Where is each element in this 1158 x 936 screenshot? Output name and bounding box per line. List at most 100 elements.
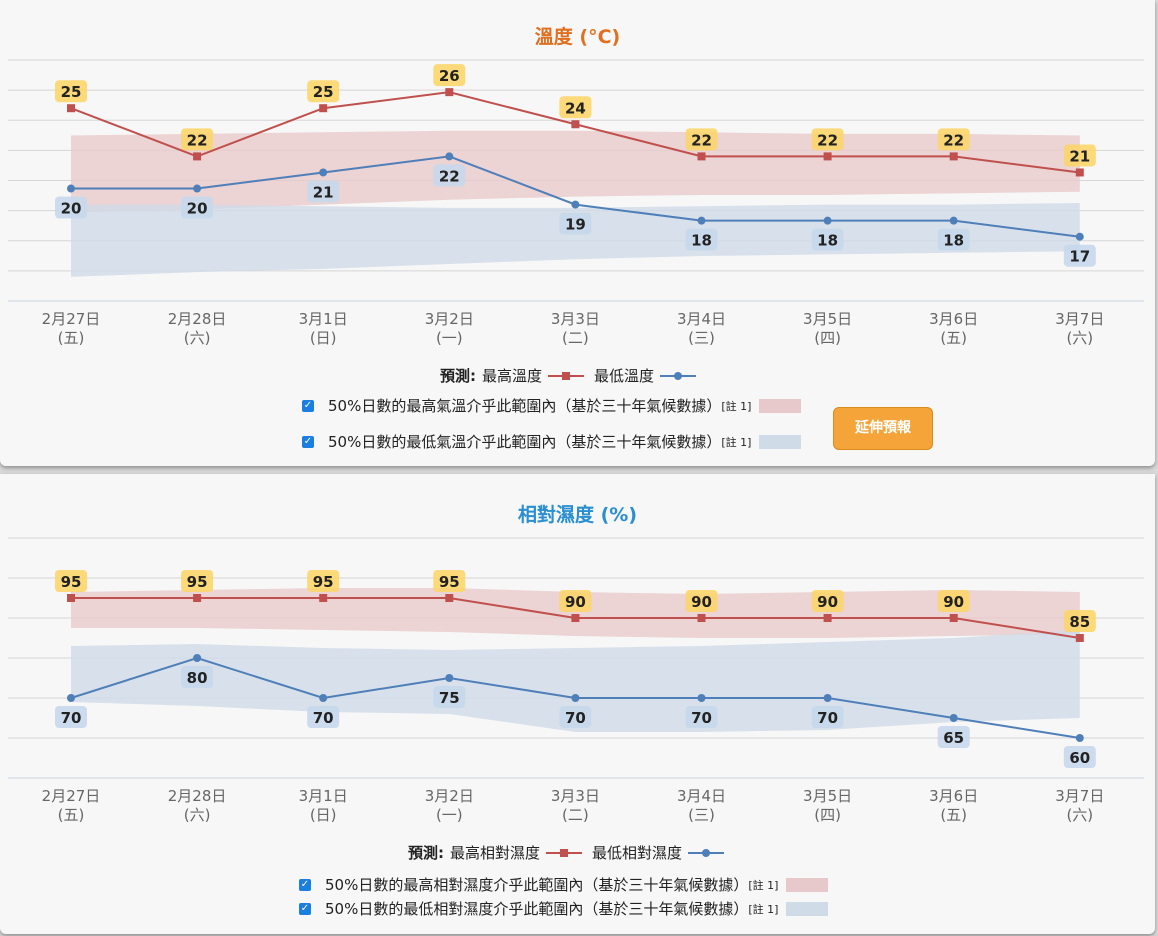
min-point: [67, 694, 75, 702]
min-label-bg: [181, 666, 214, 688]
max-point: [697, 152, 706, 161]
max-label-bg: [181, 128, 214, 151]
temperature-chart-title: 溫度 (°C): [534, 26, 621, 48]
max-point: [823, 152, 832, 161]
max-line-swatch-icon: [546, 848, 583, 857]
legend-forecast-label: 預測:: [440, 367, 476, 385]
min-data-label: 75: [439, 689, 460, 707]
checkbox-icon[interactable]: ✓: [302, 399, 314, 412]
max-data-label: 21: [1069, 147, 1090, 165]
x-tick-date: 3月1日: [299, 310, 348, 328]
min-label-bg: [181, 196, 214, 219]
min-point: [319, 694, 328, 702]
min-label-bg: [811, 706, 844, 728]
max-line-swatch-icon: [548, 371, 585, 380]
max-data-label: 95: [61, 573, 82, 591]
min-point: [949, 216, 958, 225]
x-tick-date: 3月3日: [551, 310, 600, 328]
legend-max-label: 最高相對濕度: [450, 844, 541, 862]
legend-min-label: 最低溫度: [594, 367, 655, 385]
min-point: [319, 168, 328, 177]
note-link[interactable]: [註 1]: [721, 399, 752, 413]
min-point: [823, 694, 832, 702]
min-point: [1075, 232, 1084, 241]
x-tick-date: 3月5日: [803, 310, 852, 328]
checkbox-icon[interactable]: ✓: [299, 902, 311, 915]
x-tick-date: 3月4日: [677, 310, 726, 328]
x-tick-weekday: (六): [184, 329, 211, 347]
x-tick-weekday: (六): [1066, 806, 1093, 824]
note-link[interactable]: [註 1]: [748, 902, 779, 916]
min-data-label: 19: [565, 216, 586, 234]
min-data-label: 70: [691, 709, 712, 727]
max-data-label: 90: [943, 593, 964, 611]
min-label-bg: [559, 706, 592, 728]
x-tick-weekday: (日): [310, 329, 337, 347]
note-link[interactable]: [註 1]: [721, 435, 752, 449]
x-tick-date: 3月6日: [929, 787, 978, 805]
min-point: [1075, 734, 1084, 742]
min-point: [697, 694, 706, 702]
humidity-chart: 95 95 95 95 90 90 90 90 85 70 80 70 75 70 70 70 65 60 2月27…: [8, 537, 1144, 824]
x-tick-weekday: (三): [688, 329, 715, 347]
band-max-toggle[interactable]: ✓ 50%日數的最高相對濕度介乎此範圍內（基於三十年氣候數據） [註 1]: [299, 874, 829, 895]
max-point: [67, 104, 75, 113]
max-point: [949, 614, 958, 622]
min-data-label: 65: [943, 729, 964, 747]
max-label-bg: [811, 128, 844, 151]
min-label-bg: [307, 180, 340, 203]
min-data-label: 21: [313, 183, 334, 201]
min-point: [67, 184, 75, 193]
temperature-chart: 25 22 25 26 24 22 22 22 21 20 20 21 22 19 18 18 18 17 2月27…: [8, 59, 1144, 347]
max-data-label: 95: [187, 573, 208, 591]
min-label-bg: [55, 706, 87, 728]
band-min-toggle[interactable]: ✓ 50%日數的最低相對濕度介乎此範圍內（基於三十年氣候數據） [註 1]: [299, 898, 829, 919]
min-point: [571, 694, 580, 702]
checkbox-icon[interactable]: ✓: [299, 878, 311, 891]
max-point: [823, 614, 832, 622]
x-tick-date: 2月27日: [42, 310, 101, 328]
note-link[interactable]: [註 1]: [748, 878, 779, 892]
band-max-area: [71, 130, 1080, 213]
min-point: [193, 654, 202, 662]
min-data-label: 60: [1069, 749, 1090, 767]
max-label-bg: [559, 590, 592, 612]
min-data-label: 20: [187, 200, 208, 218]
extended-forecast-button[interactable]: 延伸預報: [833, 407, 933, 450]
min-point: [949, 714, 958, 722]
max-data-label: 90: [817, 593, 838, 611]
band-min-toggle[interactable]: ✓ 50%日數的最低氣溫介乎此範圍內（基於三十年氣候數據） [註 1]: [302, 431, 802, 452]
min-label-bg: [433, 164, 466, 187]
max-data-label: 90: [691, 593, 712, 611]
min-point: [697, 216, 706, 225]
max-label-bg: [937, 128, 970, 151]
min-point: [445, 674, 454, 682]
min-data-label: 70: [61, 709, 82, 727]
x-tick-date: 3月2日: [425, 310, 474, 328]
x-tick-weekday: (六): [1066, 329, 1093, 347]
min-point: [445, 152, 454, 161]
min-line-swatch-icon: [660, 371, 697, 380]
min-label-bg: [685, 706, 718, 728]
max-point: [697, 614, 706, 622]
x-tick-date: 2月28日: [168, 310, 227, 328]
checkbox-icon[interactable]: ✓: [302, 435, 314, 448]
min-line-swatch-icon: [688, 848, 725, 857]
temperature-legend: 預測: 最高溫度 最低溫度: [440, 365, 706, 386]
min-label-bg: [685, 228, 718, 251]
min-data-label: 18: [817, 232, 838, 250]
max-data-label: 25: [313, 83, 334, 101]
max-label-bg: [937, 590, 970, 612]
legend-max-label: 最高溫度: [482, 367, 543, 385]
x-tick-weekday: (二): [562, 329, 589, 347]
max-label-bg: [55, 80, 87, 103]
x-tick-date: 3月6日: [929, 310, 978, 328]
x-tick-weekday: (五): [58, 329, 85, 347]
x-tick-date: 3月3日: [551, 787, 600, 805]
band-min-swatch: [759, 434, 802, 449]
band-min-swatch: [786, 901, 829, 916]
band-max-toggle[interactable]: ✓ 50%日數的最高氣溫介乎此範圍內（基於三十年氣候數據） [註 1]: [302, 395, 802, 416]
x-tick-weekday: (日): [310, 806, 337, 824]
humidity-legend: 預測: 最高相對濕度 最低相對濕度: [408, 842, 734, 863]
max-label-bg: [811, 590, 844, 612]
